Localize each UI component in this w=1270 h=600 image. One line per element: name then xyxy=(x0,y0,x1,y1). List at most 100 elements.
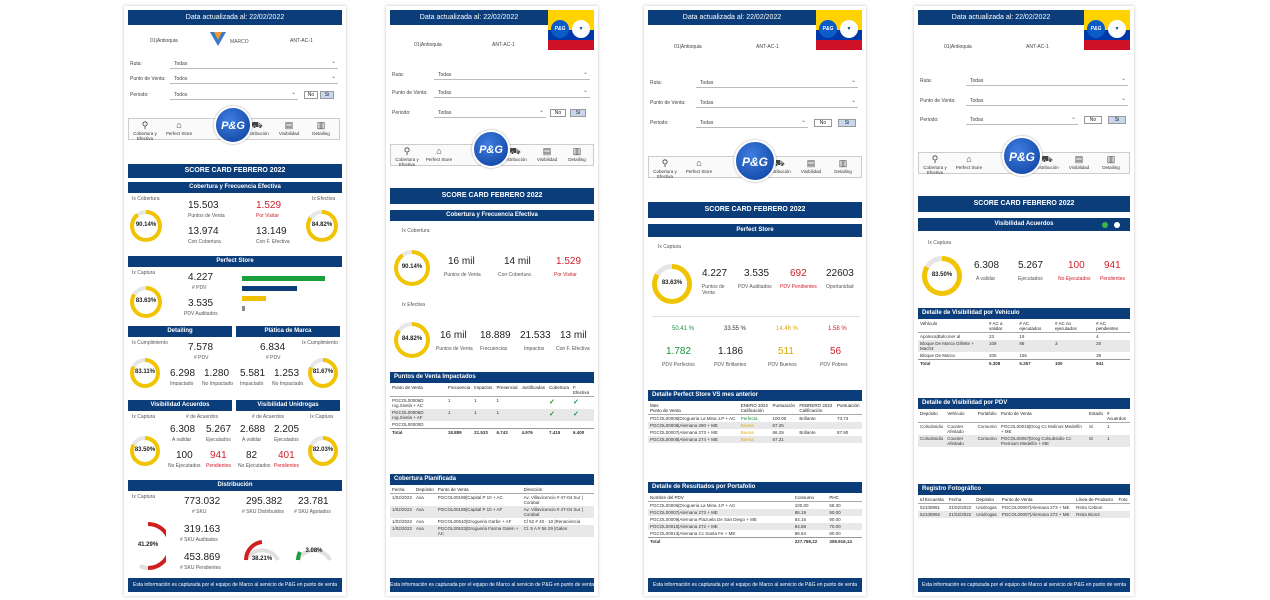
no-button[interactable]: No xyxy=(1084,116,1102,124)
nav-distribucion[interactable]: ⛟ Distribución xyxy=(765,158,793,174)
periodo-dropdown[interactable]: Todas xyxy=(966,113,1078,125)
table-row[interactable]: PGCOL00006|Drogueria La Mina J.P + AC Per… xyxy=(648,415,862,423)
dist-label: Ix Captura xyxy=(132,494,156,500)
captura-pct: 83.50% xyxy=(931,272,953,278)
table-cell: 205 xyxy=(989,353,997,358)
table-cell: 1 xyxy=(447,398,451,403)
table-row[interactable]: PGCOL00013|Alemana Cc Santa Fe + ME 86.64… xyxy=(648,530,862,538)
nav-perfect-store[interactable]: ⌂ Perfect Store xyxy=(685,158,713,174)
nav-cobertura[interactable]: ⚲ Cobertura y Efectiva xyxy=(131,120,159,141)
no-button[interactable]: No xyxy=(814,119,832,127)
chart-icon: ▥ xyxy=(838,158,848,168)
nav-visibilidad[interactable]: ▤ Visibilidad xyxy=(533,146,561,162)
rf-table-wrap: Id Encuesta Fecha Depósito Punto de Venta Lí… xyxy=(918,496,1130,576)
nav-detailing[interactable]: ▥ Detailing xyxy=(1097,154,1125,170)
va-no-ejecutados-label: No Ejecutados xyxy=(168,463,201,469)
pv-label: Puntos de Venta xyxy=(444,272,481,278)
pdv-dropdown[interactable]: Todas xyxy=(696,96,858,108)
table-row[interactable]: PGCOL00010|Alemana 272 + ME 84.88 70.00 xyxy=(648,523,862,530)
table-row[interactable]: Bloque De Marca Gillette + Mach3 109 86 3 20 xyxy=(918,340,1130,352)
table-cell xyxy=(547,421,571,429)
table-row[interactable]: 1/02/2022 Axa PGCOL00533|Drogueria Farma G… xyxy=(390,525,594,537)
table-row[interactable]: PGCOL00008|Alemana 274 + ME Buena 67.31 xyxy=(648,436,862,443)
periodo-dropdown[interactable]: Todas xyxy=(434,106,546,118)
column-header: Consumo xyxy=(792,494,828,502)
footer-note: Esta información es capturada por el equ… xyxy=(918,578,1130,592)
nav-label: Cobertura y Efectiva xyxy=(395,157,419,167)
pdv-dropdown[interactable]: Todas xyxy=(966,94,1128,106)
nav-perfect-store[interactable]: ⌂ Perfect Store xyxy=(425,146,453,162)
si-button[interactable]: Si xyxy=(570,109,586,117)
nav-visibilidad[interactable]: ▤ Visibilidad xyxy=(275,120,303,136)
nav-cobertura[interactable]: ⚲ Cobertura y Efectiva xyxy=(393,146,421,167)
pdv-dropdown[interactable]: Todos xyxy=(170,72,338,84)
si-button[interactable]: Si xyxy=(1108,116,1126,124)
table-row[interactable]: PGCOL00006|Drogueria La Mina J.P + AC 100… xyxy=(648,502,862,510)
auditados-label: PDV Auditados xyxy=(738,284,772,290)
captura-ring: 83.63% xyxy=(652,264,692,304)
sku-distribuidos-label: # SKU Distribuidos xyxy=(242,509,284,515)
si-button[interactable]: Si xyxy=(320,91,334,99)
score-card-title: SCORE CARD FEBRERO 2022 xyxy=(128,164,342,178)
no-ejecutados-label: No Ejecutados xyxy=(1058,276,1091,282)
route-code: ANT-AC-1 xyxy=(756,44,779,50)
table-cell: PGCOL00007|Alemana 273 + ME xyxy=(650,430,718,435)
nav-visibilidad[interactable]: ▤ Visibilidad xyxy=(797,158,825,174)
table-cell: 1 xyxy=(1105,435,1130,447)
table-row[interactable]: Colsubsidio Counter Afeitado Consumo PGCOL0… xyxy=(918,435,1130,447)
ruta-dropdown[interactable]: Todas xyxy=(966,74,1128,86)
table-row[interactable]: Colsubsidio Counter Afeitado Consumo PGCOL0… xyxy=(918,423,1130,436)
chart-icon: ▥ xyxy=(1106,154,1116,164)
nav-cobertura[interactable]: ⚲ Cobertura y Efectiva xyxy=(651,158,679,179)
table-row[interactable]: 1/02/2022 Axa PGCOL00198|Capital P 10 + AC… xyxy=(390,494,594,507)
no-button[interactable]: No xyxy=(304,91,318,99)
vu-pendientes-label: Pendientes xyxy=(274,463,300,469)
status-dot-green[interactable] xyxy=(1102,222,1108,228)
table-row[interactable]: 52108991 21/02/2022 Unidrogas PGCOL00007|Al… xyxy=(918,504,1130,512)
nav-detailing[interactable]: ▥ Detailing xyxy=(563,146,591,162)
pct-buenos: 14.46 % xyxy=(776,326,799,332)
pdv-dropdown[interactable]: Todas xyxy=(434,86,590,98)
table-row[interactable]: PGCOL00008|Alemana 280 + ME Buena 67.25 xyxy=(648,422,862,429)
nav-perfect-store[interactable]: ⌂ Perfect Store xyxy=(955,154,983,170)
si-button[interactable]: Si xyxy=(838,119,856,127)
ruta-dropdown[interactable]: Todas xyxy=(170,57,338,69)
table-cell: Bloque De Marca Gillette + Mach3 xyxy=(918,340,988,352)
route-code: ANT-AC-1 xyxy=(1026,44,1049,50)
table-cell: Av. Villavicencio # 47-04 Sur | Corabal xyxy=(521,506,594,518)
periodo-dropdown[interactable]: Todos xyxy=(170,88,298,100)
table-row[interactable]: Apoteca|Balconer al 23 19 4 xyxy=(918,333,1130,341)
nav-detailing[interactable]: ▥ Detailing xyxy=(829,158,857,174)
table-row[interactable]: PGCOL00006D rog.Sivela + AC 1 1 1 ✓ ✓ xyxy=(390,397,594,410)
table-row[interactable]: PGCOL00007|Alemana 273 + ME 86.19 90.00 xyxy=(648,509,862,516)
nav-distribucion[interactable]: ⛟ Distribución xyxy=(501,146,529,162)
table-row[interactable]: 1/02/2022 Axa PGCOL00198|Capital P 10 + AF… xyxy=(390,506,594,518)
table-row[interactable]: PGCOL00009|Alemana Plazuela De San Diego… xyxy=(648,516,862,523)
ruta-dropdown[interactable]: Todas xyxy=(696,76,858,88)
ejecutados-label: Ejecutados xyxy=(1018,276,1043,282)
table-row[interactable]: Bloque De Marca 205 166 39 xyxy=(918,352,1130,360)
ruta-label: Ruta: xyxy=(130,61,142,67)
table-row[interactable]: PGCOL00006D rog.Sivela + AF 1 1 1 ✓ ✓ xyxy=(390,409,594,421)
nav-distribucion[interactable]: ⛟ Distribución xyxy=(243,120,271,136)
periodo-dropdown[interactable]: Todas xyxy=(696,116,808,128)
nav-detailing[interactable]: ▥ Detailing xyxy=(307,120,335,136)
table-row[interactable]: 1/02/2022 Axa PGCOL00610|Drogueria Garbe +… xyxy=(390,518,594,525)
table-row[interactable]: PGCOL00007|Alemana 273 + ME Buena 66.29 Bri… xyxy=(648,429,862,436)
table-row[interactable]: PGCOL00000D xyxy=(390,421,594,429)
table-row[interactable]: 52108992 21/02/2022 Unidrogas PGCOL00007|Al… xyxy=(918,511,1130,518)
nav-perfect-store[interactable]: ⌂ Perfect Store xyxy=(165,120,193,136)
status-dot-white[interactable] xyxy=(1114,222,1120,228)
nav-distribucion[interactable]: ⛟ Distribución xyxy=(1033,154,1061,170)
va-count-label: # de Acuerdos xyxy=(186,414,218,420)
no-button[interactable]: No xyxy=(550,109,566,117)
nav-cobertura[interactable]: ⚲ Cobertura y Efectiva xyxy=(921,154,949,175)
det-noimp: 1.280 xyxy=(204,368,230,379)
nav-visibilidad[interactable]: ▤ Visibilidad xyxy=(1065,154,1093,170)
region-label: 01|Antioquia xyxy=(944,44,972,50)
column-header: Nombre del PDV xyxy=(648,494,793,502)
total-row: Total 227.789,22 308.916,14 xyxy=(648,537,862,545)
ruta-dropdown[interactable]: Todas xyxy=(434,68,590,80)
table-cell: Axa xyxy=(416,495,424,500)
vis-unidrogas-section-title: Visibilidad Unidrogas xyxy=(236,400,340,411)
